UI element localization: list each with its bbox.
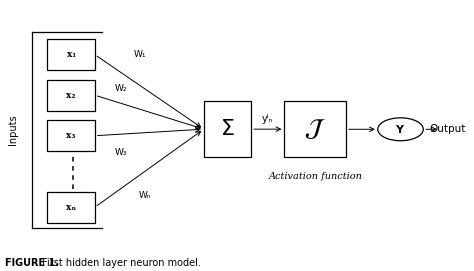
Text: x₁: x₁ — [66, 50, 76, 59]
Bar — [204, 101, 251, 157]
Text: yᴵₙ: yᴵₙ — [262, 114, 273, 124]
Text: $\Sigma$: $\Sigma$ — [220, 119, 235, 139]
Text: W₃: W₃ — [115, 148, 127, 157]
Text: x₃: x₃ — [66, 131, 76, 140]
Text: $\mathcal{J}$: $\mathcal{J}$ — [304, 117, 326, 141]
Text: W₂: W₂ — [115, 83, 127, 92]
Text: Inputs: Inputs — [8, 114, 18, 145]
Circle shape — [378, 118, 423, 141]
Bar — [47, 120, 95, 151]
Text: $\mathbf{Y}$: $\mathbf{Y}$ — [395, 123, 406, 135]
Text: xₙ: xₙ — [66, 203, 76, 212]
Bar — [47, 80, 95, 111]
Bar — [284, 101, 346, 157]
Text: First hidden layer neuron model.: First hidden layer neuron model. — [39, 258, 201, 268]
Text: Output: Output — [429, 124, 465, 134]
Text: FIGURE 1.: FIGURE 1. — [5, 258, 59, 268]
Text: Wₙ: Wₙ — [138, 191, 151, 200]
Bar — [47, 39, 95, 70]
Text: W₁: W₁ — [134, 50, 146, 59]
Text: Activation function: Activation function — [268, 172, 362, 181]
Bar — [47, 192, 95, 223]
Text: x₂: x₂ — [66, 91, 76, 100]
